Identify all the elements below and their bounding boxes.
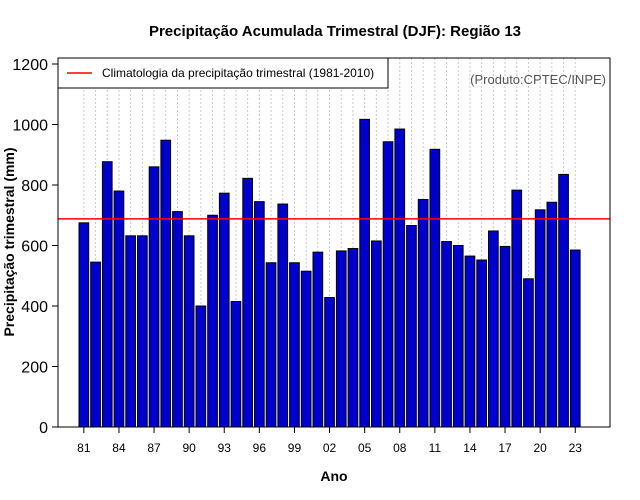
bar-1993	[218, 192, 230, 428]
bar-1990	[183, 235, 195, 428]
bar-2000	[300, 270, 312, 428]
y-tick-label: 600	[21, 239, 48, 256]
bar-2015	[476, 259, 487, 428]
bar-1984	[113, 190, 125, 428]
bar-2017	[499, 245, 511, 428]
bar-2004	[347, 248, 359, 428]
x-tick-label: 05	[358, 441, 372, 455]
bar-1987	[148, 166, 160, 428]
x-tick-label: 02	[323, 441, 337, 455]
bar-2006	[371, 240, 382, 428]
x-tick-label: 81	[77, 441, 91, 455]
bar-2020	[534, 209, 546, 428]
bar-1999	[289, 262, 300, 428]
bar-1981	[78, 222, 90, 428]
bar-2014	[464, 255, 476, 428]
y-tick-label: 800	[21, 178, 48, 195]
bar-2007	[382, 141, 394, 428]
bar-2009	[406, 225, 417, 428]
legend: Climatologia da precipitação trimestral …	[57, 57, 389, 89]
bar-2008	[394, 128, 406, 428]
x-axis-label: Ano	[320, 468, 347, 484]
y-axis-label: Precipitação trimestral (mm)	[1, 147, 17, 336]
y-tick-label: 1000	[12, 118, 48, 135]
x-tick-label: 20	[533, 441, 547, 455]
bar-2012	[441, 241, 452, 428]
x-tick-label: 84	[112, 441, 126, 455]
bar-2002	[324, 297, 335, 428]
bar-1996	[254, 201, 265, 428]
bar-1983	[101, 161, 113, 428]
bar-2022	[558, 173, 569, 428]
bar-2016	[488, 230, 499, 428]
x-tick-label: 99	[288, 441, 302, 455]
y-tick-label: 1200	[12, 57, 48, 74]
y-tick-label: 0	[39, 420, 48, 437]
x-tick-label: 87	[147, 441, 161, 455]
legend-box	[57, 57, 389, 89]
y-tick-label: 400	[21, 299, 48, 316]
y-tick-label: 200	[21, 360, 48, 377]
bar-1989	[172, 211, 183, 428]
bar-1998	[277, 203, 289, 428]
bar-2018	[511, 189, 523, 428]
bar-2010	[417, 199, 429, 428]
bar-1982	[90, 261, 101, 428]
bar-1994	[230, 300, 242, 428]
bar-1997	[265, 262, 277, 428]
x-tick-label: 11	[429, 441, 442, 455]
source-note: (Produto:CPTEC/INPE)	[470, 72, 606, 87]
x-tick-label: 96	[253, 441, 267, 455]
x-tick-label: 08	[393, 441, 407, 455]
bar-2023	[569, 249, 581, 428]
x-axis: 81 84 87 90 93 96 99 02 05 08 11 14 17 20 23	[77, 427, 582, 455]
bar-1991	[195, 305, 207, 428]
x-tick-label: 17	[498, 441, 512, 455]
bar-1986	[137, 235, 148, 428]
bar-2021	[546, 201, 558, 428]
bar-1985	[125, 235, 137, 428]
bar-1992	[207, 214, 218, 428]
x-tick-label: 14	[463, 441, 477, 455]
bar-1988	[160, 139, 172, 428]
bar-2001	[312, 251, 324, 428]
bar-2019	[523, 278, 534, 428]
chart-title: Precipitação Acumulada Trimestral (DJF):…	[149, 23, 521, 40]
bar-1995	[242, 177, 254, 428]
bars	[78, 118, 581, 428]
x-tick-label: 90	[182, 441, 196, 455]
bar-2011	[429, 148, 441, 428]
bar-2003	[335, 250, 347, 428]
x-tick-label: 23	[569, 441, 583, 455]
bar-2005	[359, 118, 370, 428]
y-axis: 0 200 400 600 800 1000 1200	[12, 57, 58, 437]
legend-label: Climatologia da precipitação trimestral …	[102, 66, 374, 80]
x-tick-label: 93	[218, 441, 232, 455]
bar-2013	[452, 245, 464, 428]
